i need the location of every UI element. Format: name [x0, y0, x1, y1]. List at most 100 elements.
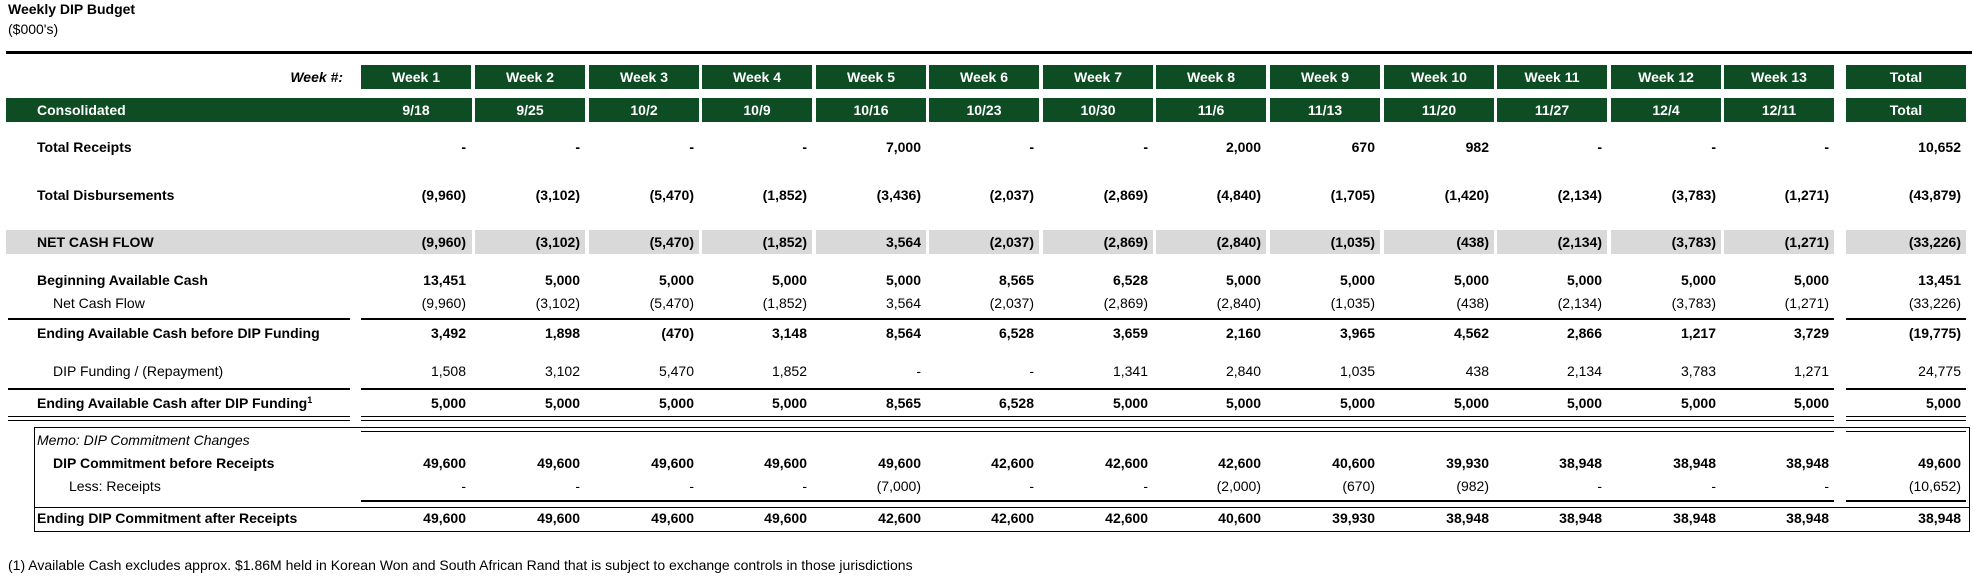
total-cell: (19,775) — [1908, 325, 1961, 341]
cell: 6,528 — [998, 395, 1034, 411]
cell: 5,000 — [885, 272, 921, 288]
total-cell: 10,652 — [1918, 139, 1961, 155]
band — [1724, 230, 1834, 254]
cell: 3,148 — [771, 325, 807, 341]
cell: - — [1597, 139, 1602, 155]
cell: 5,000 — [658, 272, 694, 288]
total-cell: 13,451 — [1918, 272, 1961, 288]
cell: (3,102) — [535, 234, 580, 250]
row-label: Ending Available Cash before DIP Funding — [37, 325, 320, 341]
date-header: 10/16 — [816, 98, 926, 122]
cell: - — [1143, 478, 1148, 494]
cell: 6,528 — [998, 325, 1034, 341]
double-rule — [8, 416, 350, 421]
cell: (9,960) — [421, 295, 466, 311]
cell: (1,705) — [1330, 187, 1375, 203]
cell: (1,271) — [1784, 295, 1829, 311]
cell: 42,600 — [991, 455, 1034, 471]
total-cell: 49,600 — [1918, 455, 1961, 471]
cell: (9,960) — [421, 234, 466, 250]
cell: (3,783) — [1671, 295, 1716, 311]
cell: 40,600 — [1218, 510, 1261, 526]
week-header: Week 13 — [1724, 65, 1834, 89]
footnote: (1) Available Cash excludes approx. $1.8… — [8, 557, 913, 573]
cell: 49,600 — [764, 510, 807, 526]
row-label: DIP Funding / (Repayment) — [53, 363, 224, 379]
cell: 1,508 — [430, 363, 466, 379]
week-header: Week 9 — [1270, 65, 1380, 89]
cell: (3,783) — [1671, 187, 1716, 203]
cell: - — [689, 139, 694, 155]
memo-rule — [361, 431, 1834, 432]
cell: 4,562 — [1453, 325, 1489, 341]
cell: (1,852) — [762, 295, 807, 311]
cell: - — [802, 139, 807, 155]
total-cell: 24,775 — [1918, 363, 1961, 379]
net-cash-flow-sub-row: Net Cash Flow (9,960) (3,102) (5,470) (1… — [0, 292, 1974, 314]
memo-box — [34, 427, 1970, 532]
band — [6, 230, 472, 254]
week-header: Week 10 — [1384, 65, 1494, 89]
band — [1611, 230, 1721, 254]
memo-rule — [1846, 431, 1966, 432]
subtotal-rule — [1846, 318, 1966, 320]
cell: 5,000 — [1566, 272, 1602, 288]
band — [1846, 230, 1966, 254]
cell: (3,102) — [535, 295, 580, 311]
row-label: Ending DIP Commitment after Receipts — [37, 510, 298, 526]
week-header: Week 11 — [1497, 65, 1607, 89]
row-label-text: Ending Available Cash after DIP Funding — [37, 395, 308, 411]
subtotal-rule — [361, 318, 1834, 320]
cell: 49,600 — [537, 455, 580, 471]
dip-funding-row: DIP Funding / (Repayment) 1,508 3,102 5,… — [0, 360, 1974, 382]
cell: 5,000 — [1453, 272, 1489, 288]
cell: (3,436) — [876, 187, 921, 203]
cell: 49,600 — [651, 510, 694, 526]
cell: 3,564 — [885, 234, 921, 250]
cell: 5,000 — [1680, 395, 1716, 411]
cell: (5,470) — [649, 187, 694, 203]
cell: 39,930 — [1446, 455, 1489, 471]
cell: - — [1029, 478, 1034, 494]
cell: 3,102 — [544, 363, 580, 379]
cell: 5,000 — [1339, 272, 1375, 288]
cell: (2,037) — [989, 187, 1034, 203]
cell: - — [1143, 139, 1148, 155]
week-header: Week 1 — [361, 65, 471, 89]
date-header: 10/2 — [589, 98, 699, 122]
week-header: Week 5 — [816, 65, 926, 89]
cell: 670 — [1351, 139, 1375, 155]
cell: (2,869) — [1103, 295, 1148, 311]
row-label: Less: Receipts — [69, 478, 161, 494]
row-label: Total Receipts — [37, 139, 132, 155]
cell: 2,160 — [1225, 325, 1261, 341]
consolidated-label: Consolidated — [37, 102, 126, 118]
total-receipts-row: Total Receipts - - - - 7,000 - - 2,000 6… — [0, 136, 1974, 158]
cell: 982 — [1465, 139, 1489, 155]
subtotal-rule — [8, 388, 350, 390]
total-header: Total — [1846, 65, 1966, 89]
cell: 5,000 — [1793, 395, 1829, 411]
cell: (2,134) — [1557, 234, 1602, 250]
cell: - — [575, 478, 580, 494]
date-header: 12/11 — [1724, 98, 1834, 122]
date-total-header: Total — [1846, 98, 1966, 122]
cell: (3,102) — [535, 187, 580, 203]
cell: 8,565 — [998, 272, 1034, 288]
dip-commitment-before-row: DIP Commitment before Receipts 49,600 49… — [0, 452, 1974, 474]
subtotal-rule — [8, 318, 350, 320]
week-header: Week 8 — [1156, 65, 1266, 89]
cell: (2,840) — [1216, 234, 1261, 250]
band — [1156, 230, 1266, 254]
cell: (2,037) — [989, 295, 1034, 311]
cell: (5,470) — [649, 295, 694, 311]
cell: - — [1029, 363, 1034, 379]
cell: 2,866 — [1566, 325, 1602, 341]
date-header: 12/4 — [1611, 98, 1721, 122]
cell: 1,271 — [1793, 363, 1829, 379]
cell: (1,852) — [762, 187, 807, 203]
band — [1497, 230, 1607, 254]
double-rule — [1846, 416, 1966, 421]
week-header: Week 6 — [929, 65, 1039, 89]
cell: 8,565 — [885, 395, 921, 411]
